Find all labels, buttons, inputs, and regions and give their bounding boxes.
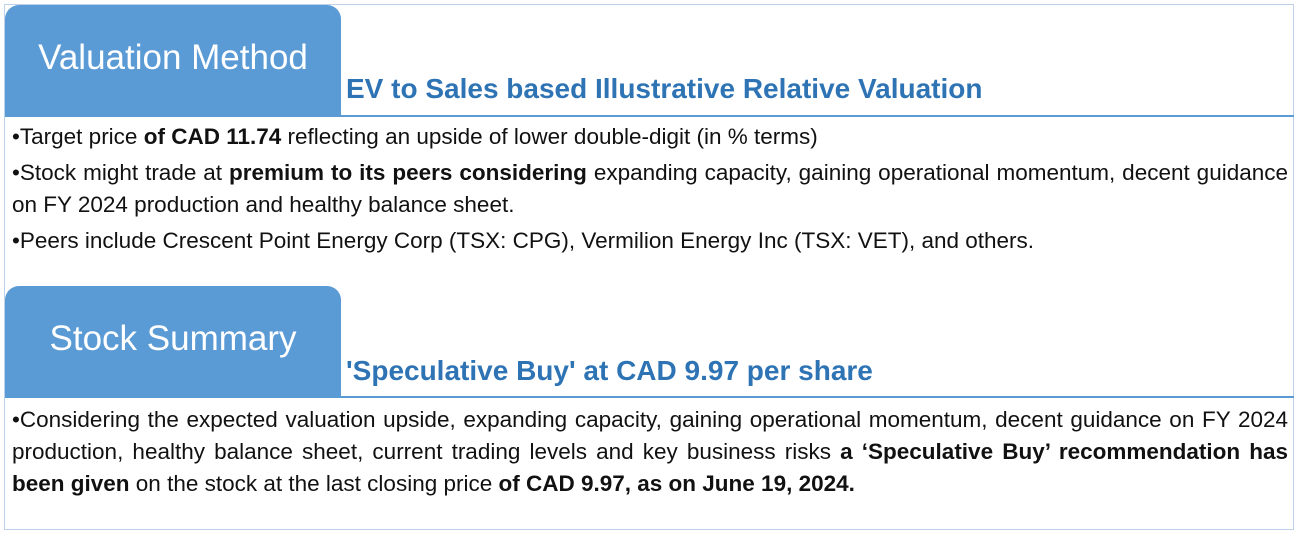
summary-divider [5, 396, 1294, 398]
bullet-bold-text: of CAD 11.74 [143, 124, 282, 149]
bullet-dot-icon: • [12, 228, 20, 253]
bullet-item: •Stock might trade at premium to its pee… [12, 157, 1288, 221]
bullet-text: expanding capacity, gaining operational … [12, 160, 1289, 217]
bullet-dot-icon: • [12, 160, 20, 185]
bullet-text: Stock might trade at [19, 160, 230, 185]
summary-bullet-list: •Considering the expected valuation upsi… [12, 404, 1288, 504]
valuation-subtitle: EV to Sales based Illustrative Relative … [346, 73, 983, 104]
bullet-item: •Peers include Crescent Point Energy Cor… [12, 225, 1288, 257]
bullet-item: •Target price of CAD 11.74 reflecting an… [12, 121, 1288, 153]
bullet-bold-text: a ‘Speculative Buy’ recommendation has b… [12, 439, 1288, 496]
valuation-method-tab: Valuation Method [5, 5, 341, 117]
bullet-text: Considering the expected valuation upsid… [12, 407, 1288, 464]
valuation-method-tab-label: Valuation Method [38, 38, 308, 77]
bullet-bold-text: premium to its peers considering [229, 160, 587, 185]
stock-summary-tab-label: Stock Summary [49, 319, 297, 358]
summary-subtitle: 'Speculative Buy' at CAD 9.97 per share [346, 355, 873, 386]
valuation-bullet-list: •Target price of CAD 11.74 reflecting an… [12, 121, 1288, 261]
bullet-dot-icon: • [12, 407, 20, 432]
bullet-dot-icon: • [12, 124, 20, 149]
stock-summary-tab: Stock Summary [5, 286, 341, 398]
bullet-text: Peers include Crescent Point Energy Corp… [19, 228, 1035, 253]
bullet-item: •Considering the expected valuation upsi… [12, 404, 1288, 500]
bullet-text: on the stock at the last closing price [129, 471, 499, 496]
bullet-text: Target price [19, 124, 144, 149]
content-frame [4, 4, 1294, 530]
bullet-bold-text: of CAD 9.97, as on June 19, 2024. [498, 471, 855, 496]
valuation-divider [5, 115, 1294, 117]
bullet-text: reflecting an upside of lower double-dig… [281, 124, 818, 149]
